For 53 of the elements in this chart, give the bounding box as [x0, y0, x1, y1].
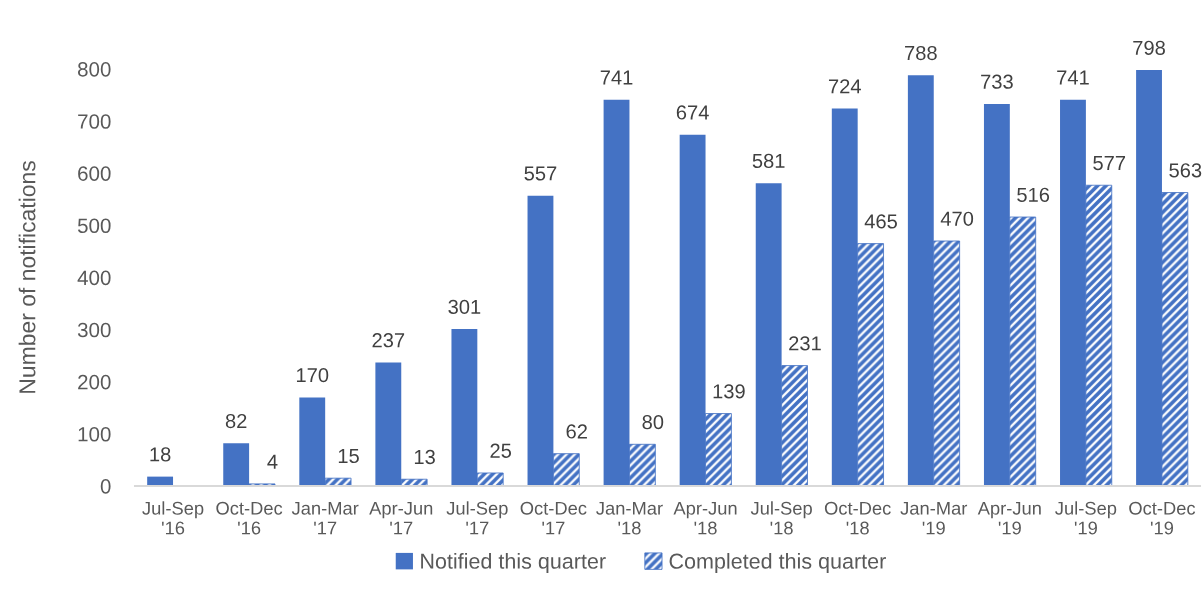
x-tick-label: Jan-Mar '19	[900, 501, 968, 535]
y-tick-label: 700	[78, 114, 111, 129]
legend-label: Completed this quarter	[669, 553, 886, 574]
x-tick-label: Jul-Sep '18	[750, 501, 812, 535]
y-tick-label: 500	[77, 218, 111, 234]
data-label: 231	[789, 336, 821, 351]
data-label: 557	[524, 166, 557, 181]
legend-label: Notified this quarter	[421, 553, 606, 574]
data-label: 470	[940, 211, 974, 226]
data-label: 237	[372, 333, 405, 348]
data-label: 62	[566, 424, 587, 439]
y-tick-label: 100	[78, 426, 111, 442]
x-tick-label: Oct-Dec '19	[1129, 501, 1196, 535]
data-label: 724	[828, 79, 861, 94]
y-axis-title: Number of notifications	[18, 161, 36, 393]
x-tick-label: Apr-Jun '19	[977, 501, 1041, 535]
data-label: 741	[600, 70, 633, 85]
data-label: 18	[150, 447, 171, 462]
data-label: 15	[338, 449, 359, 464]
data-label: 301	[448, 299, 481, 315]
data-label: 82	[225, 413, 247, 429]
y-tick-label: 800	[77, 62, 111, 77]
data-label: 577	[1093, 156, 1126, 171]
data-label: 674	[676, 105, 709, 120]
data-label: 465	[864, 214, 897, 229]
x-tick-label: Apr-Jun '18	[673, 501, 737, 535]
x-tick-label: Oct-Dec '17	[520, 501, 587, 535]
data-label: 4	[267, 454, 278, 469]
data-label: 516	[1017, 187, 1050, 202]
y-tick-label: 400	[77, 270, 111, 286]
x-tick-label: Apr-Jun '17	[369, 501, 433, 535]
y-tick-label: 0	[100, 479, 111, 494]
x-tick-label: Oct-Dec '16	[216, 501, 283, 535]
x-tick-label: Jul-Sep '17	[446, 501, 508, 535]
data-label: 581	[752, 153, 785, 169]
x-tick-label: Oct-Dec '18	[824, 501, 891, 535]
data-label: 733	[981, 74, 1013, 89]
y-tick-label: 600	[78, 166, 111, 181]
data-label: 788	[905, 45, 937, 61]
x-tick-label: Jan-Mar '18	[596, 501, 663, 535]
y-tick-label: 300	[77, 322, 111, 338]
data-label: 563	[1169, 163, 1202, 178]
x-tick-label: Jul-Sep '19	[1055, 501, 1117, 535]
data-label: 798	[1133, 40, 1165, 55]
x-tick-label: Jul-Sep '16	[142, 501, 204, 535]
y-tick-label: 200	[78, 374, 111, 390]
data-label: 741	[1057, 70, 1089, 85]
data-label: 13	[414, 449, 435, 465]
data-label: 139	[713, 384, 745, 399]
x-tick-label: Jan-Mar '17	[291, 501, 359, 535]
data-label: 25	[490, 443, 512, 458]
data-label: 80	[642, 414, 664, 430]
data-label: 170	[296, 368, 329, 383]
